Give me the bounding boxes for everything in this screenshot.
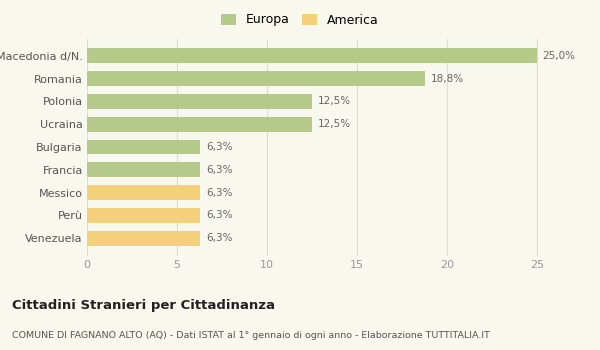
Bar <box>87 117 312 132</box>
Bar <box>87 48 537 63</box>
Text: 6,3%: 6,3% <box>206 165 232 175</box>
Bar <box>87 71 425 86</box>
Text: 12,5%: 12,5% <box>317 96 350 106</box>
Bar <box>87 185 200 200</box>
Legend: Europa, America: Europa, America <box>217 10 383 30</box>
Text: 6,3%: 6,3% <box>206 142 232 152</box>
Bar <box>87 162 200 177</box>
Text: 6,3%: 6,3% <box>206 188 232 198</box>
Text: 25,0%: 25,0% <box>542 51 575 61</box>
Text: 18,8%: 18,8% <box>431 74 464 84</box>
Text: Cittadini Stranieri per Cittadinanza: Cittadini Stranieri per Cittadinanza <box>12 299 275 312</box>
Text: COMUNE DI FAGNANO ALTO (AQ) - Dati ISTAT al 1° gennaio di ogni anno - Elaborazio: COMUNE DI FAGNANO ALTO (AQ) - Dati ISTAT… <box>12 331 490 340</box>
Bar <box>87 140 200 154</box>
Bar <box>87 94 312 109</box>
Text: 12,5%: 12,5% <box>317 119 350 129</box>
Text: 6,3%: 6,3% <box>206 233 232 243</box>
Bar <box>87 208 200 223</box>
Bar <box>87 231 200 246</box>
Text: 6,3%: 6,3% <box>206 210 232 220</box>
